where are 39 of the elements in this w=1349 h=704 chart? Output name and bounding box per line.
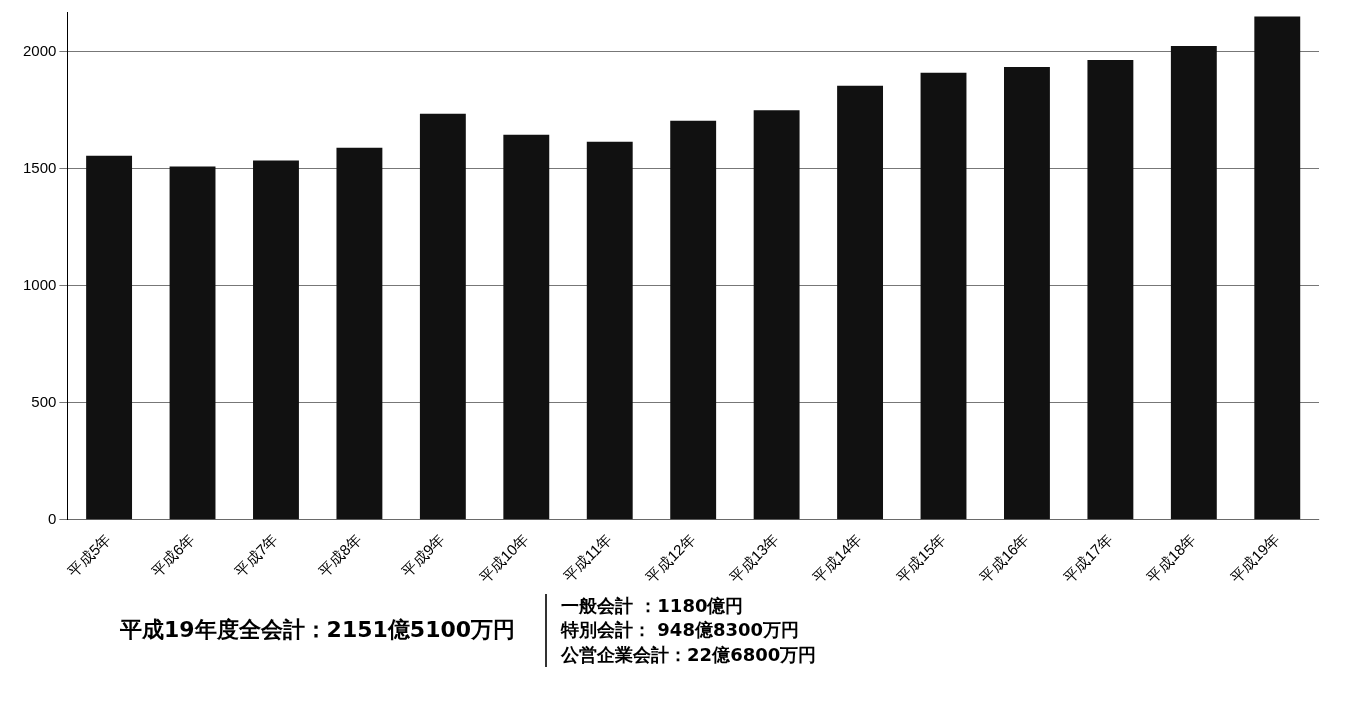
x-tick-label: 平成8年: [314, 530, 365, 580]
text: 特別会計： 948億8300万円: [561, 618, 800, 643]
bar: [753, 110, 800, 520]
y-tick-label: 1500: [22, 158, 57, 176]
y-tick-label: 2000: [22, 41, 57, 59]
x-tick-label: 平成13年: [726, 530, 782, 586]
x-tick-label: 平成10年: [475, 530, 532, 586]
bar: [1254, 16, 1301, 520]
bar: [503, 134, 550, 520]
text: 平成19年度全会計：2151億5100万円: [120, 616, 516, 645]
bar: [1170, 45, 1217, 520]
bar: [837, 85, 884, 520]
x-tick-label: 平成6年: [147, 530, 198, 580]
y-tick-label: 500: [31, 392, 57, 410]
x-tick-label: 平成11年: [559, 530, 615, 585]
bar: [86, 155, 133, 520]
bar: [1087, 59, 1134, 520]
text: 公営企業会計：22億6800万円: [561, 642, 817, 667]
x-tick-label: 平成19年: [1226, 530, 1283, 586]
bar: [169, 166, 216, 520]
bar: [1004, 66, 1050, 520]
bar: [253, 160, 299, 520]
text: 一般会計 ：1180億円: [561, 594, 745, 618]
y-tick-label: 1000: [22, 275, 57, 293]
x-tick-label: 平成17年: [1059, 530, 1116, 586]
x-tick-label: 平成7年: [231, 530, 282, 580]
x-tick-label: 平成9年: [398, 530, 448, 580]
x-tick-label: 平成14年: [809, 530, 866, 586]
x-tick-label: 平成5年: [64, 530, 115, 580]
bar: [336, 147, 383, 520]
x-tick-label: 平成12年: [642, 530, 699, 586]
y-tick-label: 0: [48, 509, 57, 527]
x-tick-label: 平成18年: [1143, 530, 1199, 586]
x-tick-label: 平成16年: [976, 530, 1032, 586]
x-tick-label: 平成15年: [892, 530, 949, 586]
bar: [586, 141, 633, 520]
bar: [920, 72, 967, 520]
bar: [670, 120, 717, 520]
bar: [419, 113, 466, 520]
